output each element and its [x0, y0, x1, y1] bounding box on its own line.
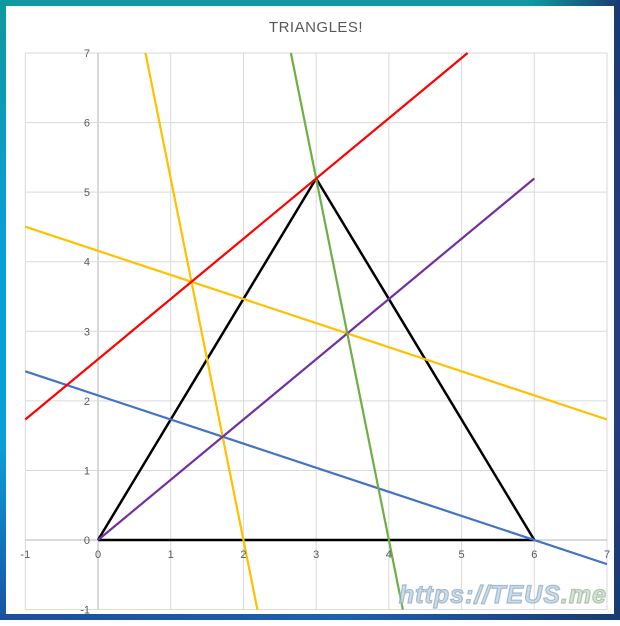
y-tick-label: 6 [84, 118, 90, 130]
y-tick-label: 5 [84, 187, 90, 199]
plot-svg: -1 0 1 2 3 4 5 6 7 -1 0 1 2 3 4 5 6 7 [20, 48, 610, 617]
x-tick-label: 0 [95, 549, 101, 561]
purple-line [97, 177, 535, 541]
frame-border-left [0, 6, 6, 614]
x-tick-label: 4 [386, 549, 392, 561]
gold-line-shallow [24, 225, 608, 421]
frame-border-top [0, 0, 620, 6]
y-tick-label: 7 [84, 48, 90, 60]
red-line [24, 52, 469, 421]
x-tick-label: 5 [459, 549, 465, 561]
chart-title: TRIANGLES! [268, 19, 364, 36]
y-tick-label: 1 [84, 465, 90, 477]
x-tick-label: 6 [531, 549, 537, 561]
y-tick-label: 2 [84, 396, 90, 408]
chart-area: TRIANGLES! -1 0 1 2 3 4 5 6 7 -1 0 1 2 3 4 5 6 7 https://… [6, 6, 614, 617]
gold-line-steep [144, 52, 259, 610]
y-tick-label: -1 [80, 605, 90, 617]
watermark-url-prefix: https://TEUS [398, 580, 561, 609]
y-tick-label: 0 [84, 535, 90, 547]
green-line [289, 52, 404, 610]
blue-line [24, 370, 608, 566]
y-tick-label: 4 [84, 257, 90, 269]
frame-border-right [614, 6, 620, 614]
x-tick-label: -1 [20, 549, 30, 561]
x-tick-label: 3 [313, 549, 319, 561]
x-tick-label: 7 [604, 549, 610, 561]
y-tick-label: 3 [84, 326, 90, 338]
watermark-url: https://TEUS.me [398, 580, 607, 610]
frame-border-bottom [0, 614, 620, 620]
x-tick-label: 2 [240, 549, 246, 561]
watermark-url-suffix: .me [560, 580, 607, 609]
x-tick-label: 1 [168, 549, 174, 561]
